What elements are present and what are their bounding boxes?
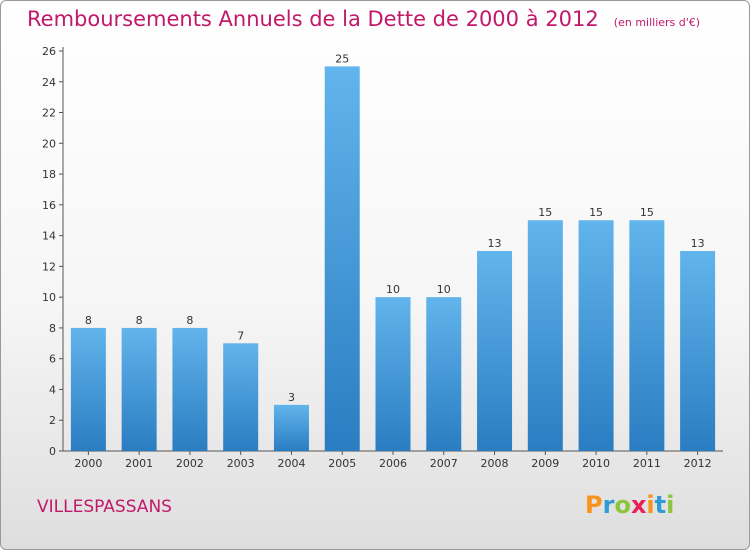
bar-value-label: 3 — [288, 391, 295, 404]
y-tick-label: 10 — [42, 291, 56, 304]
chart-title: Remboursements Annuels de la Dette de 20… — [27, 7, 599, 31]
bar — [223, 343, 259, 451]
bar — [477, 251, 513, 451]
y-tick-label: 8 — [49, 322, 56, 335]
bar — [578, 220, 614, 451]
y-tick-label: 24 — [42, 76, 56, 89]
bar — [121, 327, 157, 451]
logo-letter: x — [630, 491, 647, 519]
bar — [629, 220, 665, 451]
x-tick-label: 2007 — [430, 457, 458, 470]
bar — [324, 66, 360, 451]
y-tick-label: 14 — [42, 230, 56, 243]
bar — [426, 297, 462, 451]
x-tick-label: 2011 — [633, 457, 661, 470]
bar-value-label: 8 — [85, 314, 92, 327]
commune-name: VILLESPASSANS — [37, 497, 172, 517]
bar-value-label: 25 — [335, 52, 349, 65]
bar-value-label: 8 — [186, 314, 193, 327]
y-tick-label: 20 — [42, 137, 56, 150]
x-tick-label: 2004 — [277, 457, 305, 470]
x-tick-label: 2006 — [379, 457, 407, 470]
y-tick-label: 6 — [49, 353, 56, 366]
y-tick-label: 4 — [49, 383, 56, 396]
logo-letter: i — [666, 491, 675, 519]
bar-value-label: 15 — [589, 206, 603, 219]
x-tick-label: 2009 — [531, 457, 559, 470]
bar — [680, 251, 716, 451]
y-tick-label: 2 — [49, 414, 56, 427]
bar-value-label: 10 — [437, 283, 451, 296]
y-tick-label: 16 — [42, 199, 56, 212]
bar-value-label: 13 — [488, 237, 502, 250]
chart-subtitle: (en milliers d'€) — [613, 16, 701, 29]
y-tick-label: 18 — [42, 168, 56, 181]
bar — [70, 327, 106, 451]
x-tick-label: 2005 — [328, 457, 356, 470]
bar — [527, 220, 563, 451]
x-tick-label: 2000 — [74, 457, 102, 470]
y-tick-label: 0 — [49, 445, 56, 458]
logo-letter: P — [585, 491, 603, 519]
x-tick-label: 2001 — [125, 457, 153, 470]
y-tick-label: 12 — [42, 260, 56, 273]
bar-value-label: 8 — [136, 314, 143, 327]
bar-value-label: 13 — [691, 237, 705, 250]
bar-value-label: 7 — [237, 329, 244, 342]
bar — [273, 404, 309, 451]
x-tick-label: 2002 — [176, 457, 204, 470]
logo-letter: r — [602, 491, 615, 519]
bar-value-label: 15 — [538, 206, 552, 219]
logo-letter: i — [646, 491, 655, 519]
bar — [172, 327, 208, 451]
x-tick-label: 2008 — [481, 457, 509, 470]
chart-title-block: Remboursements Annuels de la Dette de 20… — [27, 7, 700, 31]
x-tick-label: 2012 — [684, 457, 712, 470]
y-tick-label: 26 — [42, 45, 56, 58]
x-tick-label: 2010 — [582, 457, 610, 470]
y-tick-label: 22 — [42, 107, 56, 120]
bar-value-label: 10 — [386, 283, 400, 296]
x-tick-label: 2003 — [227, 457, 255, 470]
bar-value-label: 15 — [640, 206, 654, 219]
bar — [375, 297, 411, 451]
logo-letter: o — [614, 491, 631, 519]
proxiti-logo: Proxiti — [585, 491, 674, 519]
logo-letter: t — [654, 491, 667, 519]
